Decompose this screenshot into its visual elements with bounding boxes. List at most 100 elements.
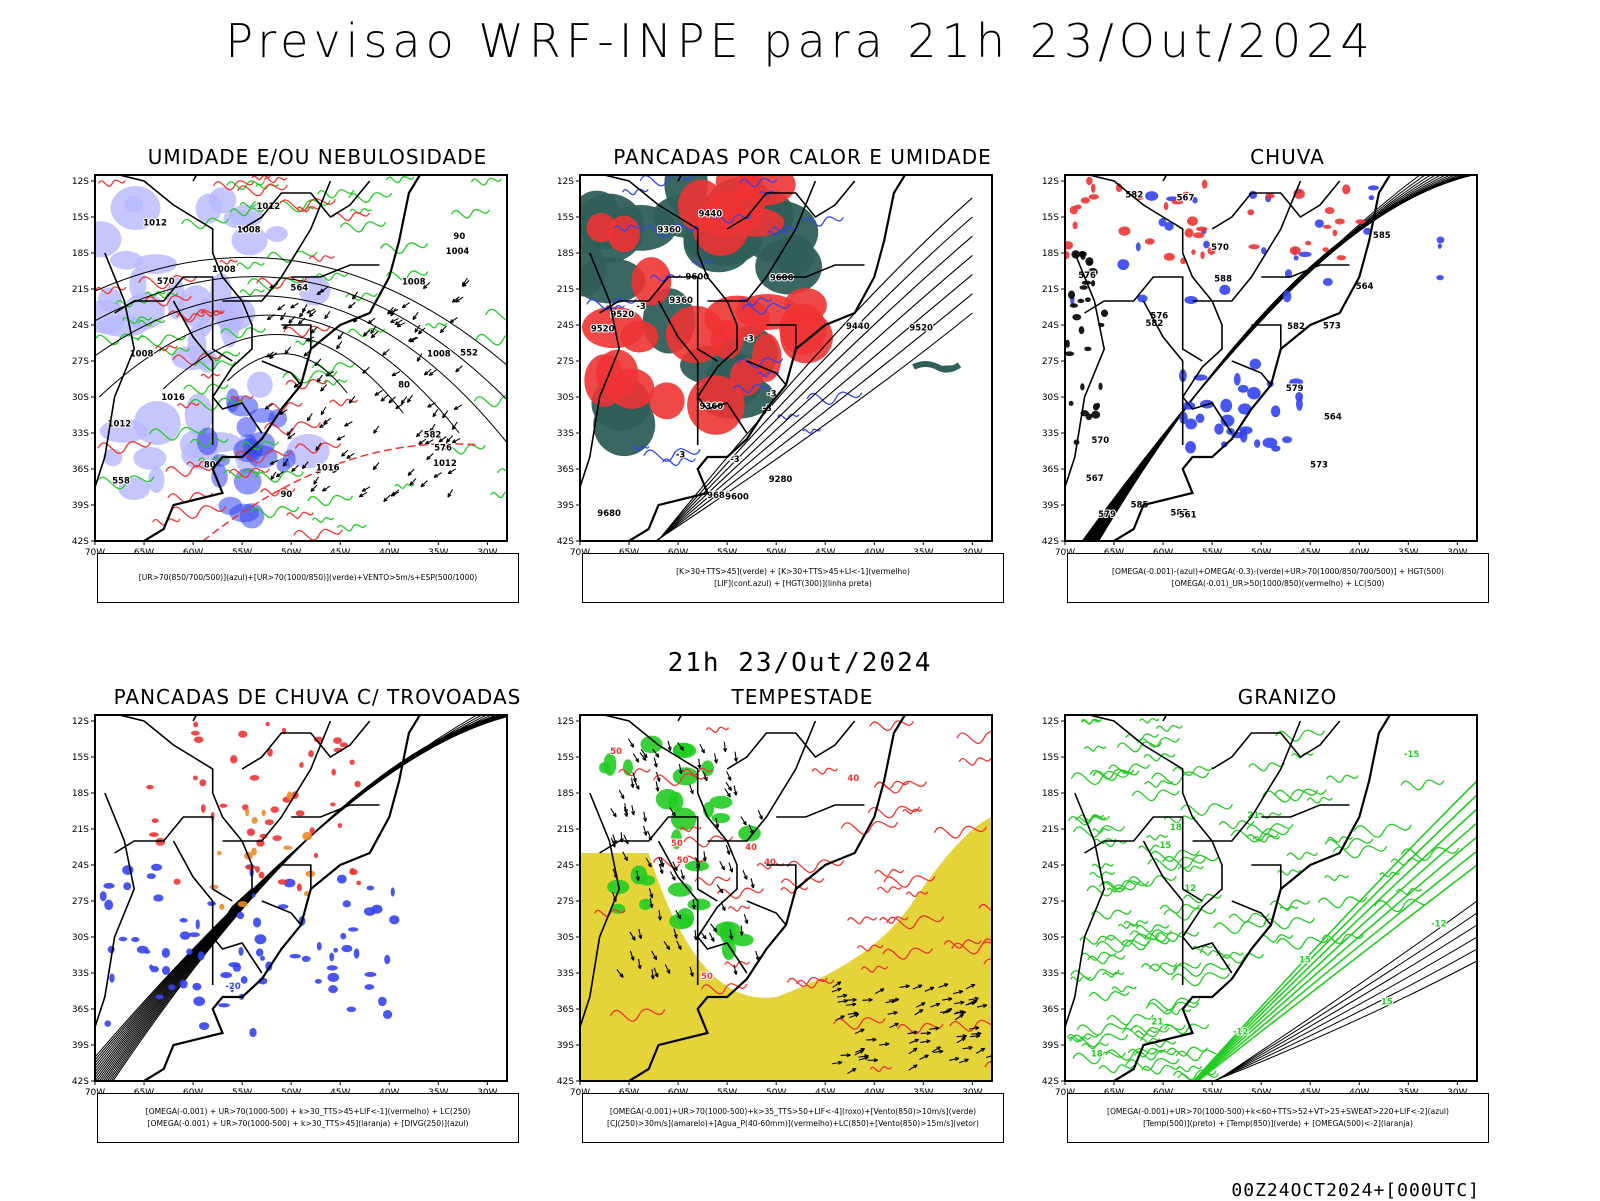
omega-ur-area bbox=[1323, 225, 1332, 229]
thunderstorm-area bbox=[155, 838, 165, 846]
coastline bbox=[1035, 707, 1408, 1097]
divergence-area bbox=[180, 918, 188, 922]
humidity-core bbox=[226, 388, 239, 412]
temp850-contour bbox=[1136, 925, 1168, 932]
temp850-contour bbox=[1090, 769, 1134, 779]
legend-box: [OMEGA(-0.001) + UR>70(1000-500) + k>30_… bbox=[97, 1093, 519, 1143]
convective-area bbox=[245, 808, 249, 816]
thunderstorm-area bbox=[146, 785, 154, 790]
wind850-area bbox=[631, 865, 648, 884]
omega-area bbox=[1436, 275, 1444, 280]
thunderstorm-area bbox=[149, 832, 159, 837]
moisture-contour bbox=[381, 243, 428, 253]
lc850-contour bbox=[957, 732, 1009, 744]
omega-ur-area bbox=[1118, 226, 1130, 235]
contour-label: 570 bbox=[157, 277, 175, 287]
thunderstorm-area bbox=[191, 731, 200, 736]
contour-label: 1008 bbox=[402, 277, 426, 287]
isobar bbox=[227, 354, 347, 393]
contour-label: 564 bbox=[290, 284, 308, 294]
thickness-contour bbox=[309, 256, 334, 261]
omega-ur-area bbox=[1342, 184, 1350, 194]
lat-tick-label: 39S bbox=[72, 501, 89, 511]
moisture-contour bbox=[386, 177, 413, 183]
run-timestamp: 00Z24OCT2024+[000UTC] bbox=[1231, 1180, 1480, 1201]
contour-label: 40 bbox=[745, 843, 757, 853]
humidity-area bbox=[133, 447, 166, 470]
wind850-area bbox=[669, 913, 693, 929]
temp850-contour bbox=[1082, 1043, 1108, 1049]
moisture-contour bbox=[452, 210, 490, 218]
divergence-area bbox=[192, 983, 201, 991]
omega-area bbox=[1263, 438, 1278, 448]
lc-contour bbox=[1070, 303, 1078, 307]
lat-tick-label: 39S bbox=[557, 501, 574, 511]
omega-ur-area bbox=[1248, 244, 1259, 249]
omega-area bbox=[1369, 195, 1375, 200]
thunderstorm-area bbox=[199, 779, 206, 786]
omega-ur-area bbox=[1322, 247, 1328, 252]
omega-ur-area bbox=[1196, 227, 1208, 232]
omega-ur-area bbox=[1355, 219, 1365, 224]
lat-tick-label: 18S bbox=[557, 249, 574, 259]
convective-area bbox=[283, 846, 292, 850]
temp850-contour bbox=[1327, 775, 1358, 782]
streamline bbox=[1065, 169, 1524, 557]
divergence-area bbox=[347, 1007, 357, 1012]
lat-tick-label: 21S bbox=[72, 825, 89, 835]
divergence-area bbox=[329, 953, 334, 962]
contour-label: 21 bbox=[1151, 1017, 1163, 1027]
lif-contour bbox=[644, 449, 700, 462]
contour-label: 573 bbox=[1310, 461, 1328, 471]
moisture-contour bbox=[476, 333, 528, 345]
temp850-contour bbox=[1132, 790, 1179, 801]
divergence-area bbox=[341, 945, 352, 952]
divergence-area bbox=[207, 901, 216, 906]
border-line bbox=[727, 721, 855, 769]
wind850-area bbox=[711, 813, 730, 823]
border-line bbox=[776, 805, 864, 817]
contour-label: 1008 bbox=[212, 265, 236, 275]
omega-ur-area bbox=[1164, 202, 1168, 210]
omega-area bbox=[1220, 399, 1232, 413]
thunderstorm-area bbox=[331, 769, 335, 776]
temp850-contour bbox=[1142, 1066, 1180, 1074]
thunderstorm-area bbox=[278, 879, 287, 884]
temp850-contour bbox=[1177, 1066, 1202, 1072]
omega-area bbox=[1238, 385, 1249, 393]
divergence-area bbox=[251, 893, 255, 897]
divergence-area bbox=[153, 894, 163, 901]
contour-label: 558 bbox=[112, 477, 130, 487]
contour-label: 588 bbox=[1214, 275, 1232, 285]
wind850-area bbox=[687, 899, 710, 911]
omega-ur-area bbox=[1325, 207, 1335, 214]
thunderstorm-area bbox=[297, 883, 302, 891]
contour-label: -12 bbox=[1233, 1028, 1248, 1038]
contour-label: 9360 bbox=[657, 226, 681, 236]
contour-label: 552 bbox=[460, 349, 478, 359]
contour-label: 1016 bbox=[161, 393, 185, 403]
panel-title: PANCADAS POR CALOR E UMIDADE bbox=[550, 145, 1055, 169]
omega-area bbox=[1254, 439, 1260, 448]
lat-tick-label: 33S bbox=[72, 429, 89, 439]
divergence-area bbox=[100, 891, 107, 901]
lat-tick-label: 42S bbox=[72, 1077, 89, 1087]
lc-contour bbox=[1069, 401, 1074, 406]
divergence-area bbox=[364, 972, 376, 977]
legend-box: [OMEGA(-0.001)+UR>70(1000-500)+k>35_TTS>… bbox=[582, 1093, 1004, 1143]
lat-tick-label: 27S bbox=[557, 357, 574, 367]
lat-tick-label: 15S bbox=[557, 753, 574, 763]
thickness-contour bbox=[294, 529, 342, 540]
divergence-area bbox=[151, 864, 162, 871]
convective-area bbox=[209, 885, 218, 889]
thickness-contour bbox=[330, 399, 357, 405]
lc850-contour bbox=[728, 906, 749, 911]
lat-tick-label: 27S bbox=[557, 897, 574, 907]
lat-tick-label: 24S bbox=[557, 861, 574, 871]
lc-contour bbox=[1084, 347, 1091, 352]
thunderstorm-area bbox=[265, 819, 274, 825]
thunderstorm-area bbox=[272, 835, 282, 841]
streamline bbox=[95, 709, 570, 1097]
contour-label: 1012 bbox=[433, 459, 457, 469]
divergence-area bbox=[384, 955, 390, 964]
